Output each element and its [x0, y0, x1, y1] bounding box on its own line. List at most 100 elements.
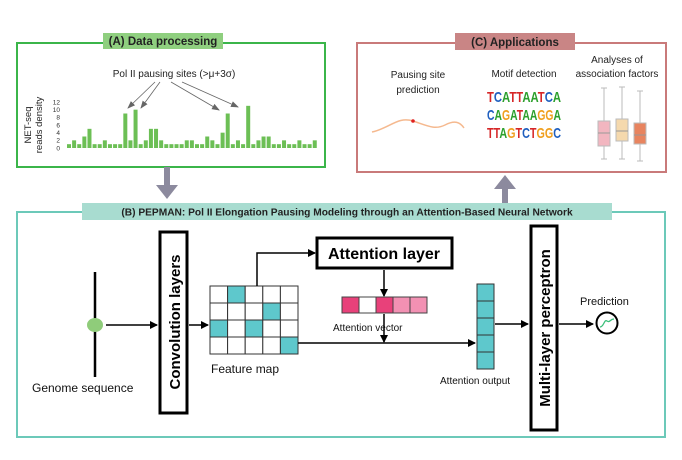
panel-a-title-box	[103, 33, 223, 49]
pausing-site-label-1: Pausing site	[391, 70, 446, 81]
y-tick-label: 2	[56, 138, 60, 145]
density-bar	[205, 136, 210, 148]
density-bar	[297, 140, 302, 148]
density-bar	[97, 144, 102, 148]
motif-letter: A	[510, 107, 518, 124]
attention-vector-cell	[392, 296, 411, 314]
motif-letter: T	[487, 89, 494, 106]
motif-letter: A	[553, 89, 561, 106]
motif-row: TTAGTCTGGC	[487, 125, 561, 142]
motif-letter: C	[553, 125, 561, 142]
density-bar	[200, 144, 205, 148]
motif-letter: C	[522, 125, 530, 142]
attention-output-cell	[476, 334, 495, 353]
attention-output-cell	[476, 317, 495, 336]
y-axis-label-line2: reads density	[34, 97, 45, 154]
density-bar	[271, 144, 276, 148]
density-bar	[287, 144, 292, 148]
multi-layer-perceptron-label: Multi-layer perceptron	[537, 249, 554, 407]
motif-letter: A	[554, 107, 562, 124]
genome-position-dot	[87, 318, 103, 332]
density-bar	[235, 140, 240, 148]
motif-letter: G	[536, 125, 544, 142]
attention-vector-cell	[358, 296, 377, 314]
panel-c-title: (C) Applications	[471, 37, 559, 49]
boxplot	[597, 87, 611, 160]
motif-letter: T	[494, 125, 500, 142]
motif-letter: T	[516, 125, 523, 142]
motif-letter: T	[516, 89, 523, 106]
motif-row: TCATTAATCA	[487, 89, 561, 106]
motif-letter: G	[545, 125, 553, 142]
sigmoid-icon	[595, 311, 619, 335]
boxplots	[597, 86, 647, 162]
motif-letter: A	[494, 107, 502, 124]
motif-letter: A	[522, 107, 530, 124]
density-bars	[67, 105, 317, 148]
flow-arrows	[156, 167, 516, 207]
density-bar	[184, 140, 189, 148]
density-bar	[266, 136, 271, 148]
feature-map-cell	[262, 319, 281, 338]
attention-layer-label: Attention layer	[328, 246, 440, 263]
feature-map-cell	[244, 285, 264, 304]
feature-map-cell	[244, 336, 264, 355]
density-bar	[148, 128, 153, 148]
density-bar	[138, 144, 143, 148]
convolution-layers-label: Convolution layers	[167, 254, 184, 389]
density-bar	[312, 140, 317, 148]
density-bar	[225, 113, 230, 148]
density-bar	[102, 140, 107, 148]
density-bar	[276, 144, 281, 148]
attention-vector-cell	[409, 296, 428, 314]
density-bar	[246, 105, 251, 148]
density-bar	[113, 144, 118, 148]
attention-layer-box	[315, 236, 454, 270]
feature-map-cell	[262, 302, 281, 321]
motif-letter: G	[502, 107, 510, 124]
feature-map-cell	[279, 336, 299, 355]
feature-map-cell	[262, 336, 281, 355]
motif-letter: T	[517, 107, 523, 124]
density-bar	[195, 144, 199, 148]
boxplot-box	[633, 122, 647, 145]
density-bar	[292, 144, 297, 148]
density-bar	[133, 109, 138, 148]
density-bar	[220, 132, 225, 148]
signal-wave-icon	[371, 119, 465, 133]
convolution-layers-box	[158, 230, 189, 415]
attention-output-label: Attention output	[440, 376, 510, 387]
motif-letter: T	[538, 89, 545, 106]
motif-detection-label: Motif detection	[491, 69, 556, 80]
density-bar	[230, 144, 235, 148]
motif-letter: T	[487, 125, 494, 142]
motif-letter: T	[530, 125, 537, 142]
attention-output-cell	[476, 283, 495, 302]
density-bar	[256, 140, 261, 148]
density-bar	[169, 144, 174, 148]
motif-letter: A	[530, 89, 538, 106]
pausing-sites-annotation: Pol II pausing sites (>μ+3σ)	[113, 69, 236, 80]
motif-letter: A	[502, 89, 510, 106]
boxplot-box	[615, 118, 629, 142]
feature-map-cell	[279, 302, 299, 321]
feature-map-cell	[244, 302, 264, 321]
y-tick-label: 4	[56, 130, 60, 137]
feature-map-label: Feature map	[211, 362, 279, 376]
panel-a-data-processing: (A) Data processing Pol II pausing sites…	[16, 33, 326, 168]
feature-map-cell	[209, 319, 229, 338]
panel-b-pepman: (B) PEPMAN: Pol II Elongation Pausing Mo…	[16, 203, 666, 438]
panel-a-title: (A) Data processing	[109, 36, 218, 48]
density-bar	[302, 144, 307, 148]
density-bar	[210, 140, 215, 148]
motif-letter: T	[509, 89, 516, 106]
density-bar	[251, 144, 256, 148]
attention-vector-cell	[341, 296, 360, 314]
density-bar	[282, 140, 287, 148]
density-bar	[215, 144, 220, 148]
feature-map-cell	[209, 336, 229, 355]
density-bar	[72, 140, 77, 148]
